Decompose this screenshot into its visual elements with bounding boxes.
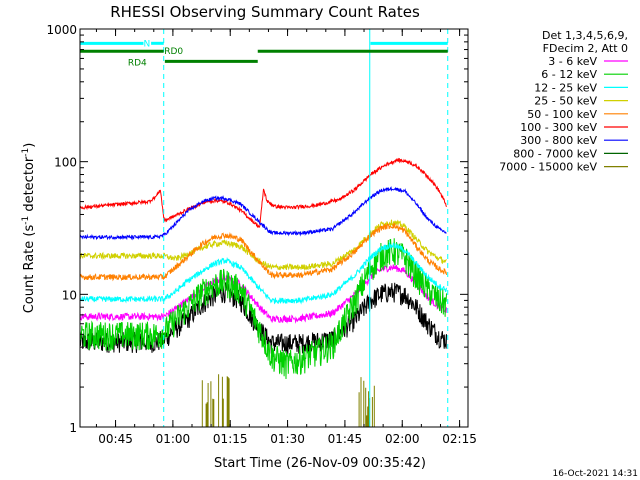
chart-title: RHESSI Observing Summary Count Rates bbox=[110, 3, 420, 21]
legend-label-7: 300 - 800 keV bbox=[520, 134, 597, 147]
series-line-4 bbox=[80, 241, 447, 305]
x-tick-label-5: 01:45 bbox=[328, 432, 363, 446]
legend-label-3: 12 - 25 keV bbox=[534, 81, 597, 94]
y-axis-label: Count Rate (s-1 detector-1) bbox=[21, 143, 37, 314]
legend-label-6: 100 - 300 keV bbox=[520, 121, 597, 134]
series-line-6 bbox=[80, 223, 447, 282]
x-tick-label-7: 02:15 bbox=[442, 432, 477, 446]
flag-label-rd0: RD0 bbox=[164, 47, 183, 57]
series-line-2 bbox=[80, 264, 447, 324]
x-tick-label-2: 01:00 bbox=[156, 432, 191, 446]
legend-label-4: 25 - 50 keV bbox=[534, 95, 597, 108]
x-tick-label-6: 02:00 bbox=[385, 432, 420, 446]
x-tick-label-4: 01:30 bbox=[270, 432, 305, 446]
y-tick-label-3: 100 bbox=[54, 156, 77, 170]
y-tick-label-2: 10 bbox=[62, 288, 77, 302]
legend-header-1: Det 1,3,4,5,6,9, bbox=[542, 29, 628, 42]
spike-group-1 bbox=[201, 374, 230, 427]
plot-frame bbox=[79, 28, 469, 428]
legend-label-5: 50 - 100 keV bbox=[527, 108, 597, 121]
y-tick-label-1: 1 bbox=[69, 421, 77, 435]
x-axis-label: Start Time (26-Nov-09 00:35:42) bbox=[214, 456, 426, 471]
legend-label-9: 7000 - 15000 keV bbox=[499, 161, 597, 174]
series-line-1 bbox=[80, 282, 447, 355]
y-axis-label-text: Count Rate (s-1 detector-1) bbox=[21, 143, 37, 314]
spike-group-2 bbox=[358, 377, 375, 427]
flag-label-n: N bbox=[144, 39, 151, 49]
axes: 00:45 01:00 01:15 01:30 01:45 02:00 02:15 1 10 10… bbox=[46, 23, 476, 446]
legend-label-8: 800 - 7000 keV bbox=[513, 147, 597, 160]
legend-label-1: 3 - 6 keV bbox=[548, 55, 597, 68]
x-tick-label-3: 01:15 bbox=[213, 432, 248, 446]
y-tick-label-4: 1000 bbox=[46, 23, 77, 37]
x-tick-label-1: 00:45 bbox=[98, 432, 133, 446]
flag-label-rd4: RD4 bbox=[128, 58, 147, 68]
footer-date: 16-Oct-2021 14:31 bbox=[553, 469, 638, 479]
series-line-3 bbox=[80, 238, 447, 380]
legend-label-2: 6 - 12 keV bbox=[541, 68, 597, 81]
legend-header-2: FDecim 2, Att 0 bbox=[543, 42, 628, 55]
legend: Det 1,3,4,5,6,9,FDecim 2, Att 03 - 6 keV… bbox=[499, 29, 628, 174]
series-line-5 bbox=[80, 219, 447, 271]
series-line-7 bbox=[80, 157, 447, 228]
series-line-8 bbox=[80, 186, 447, 241]
